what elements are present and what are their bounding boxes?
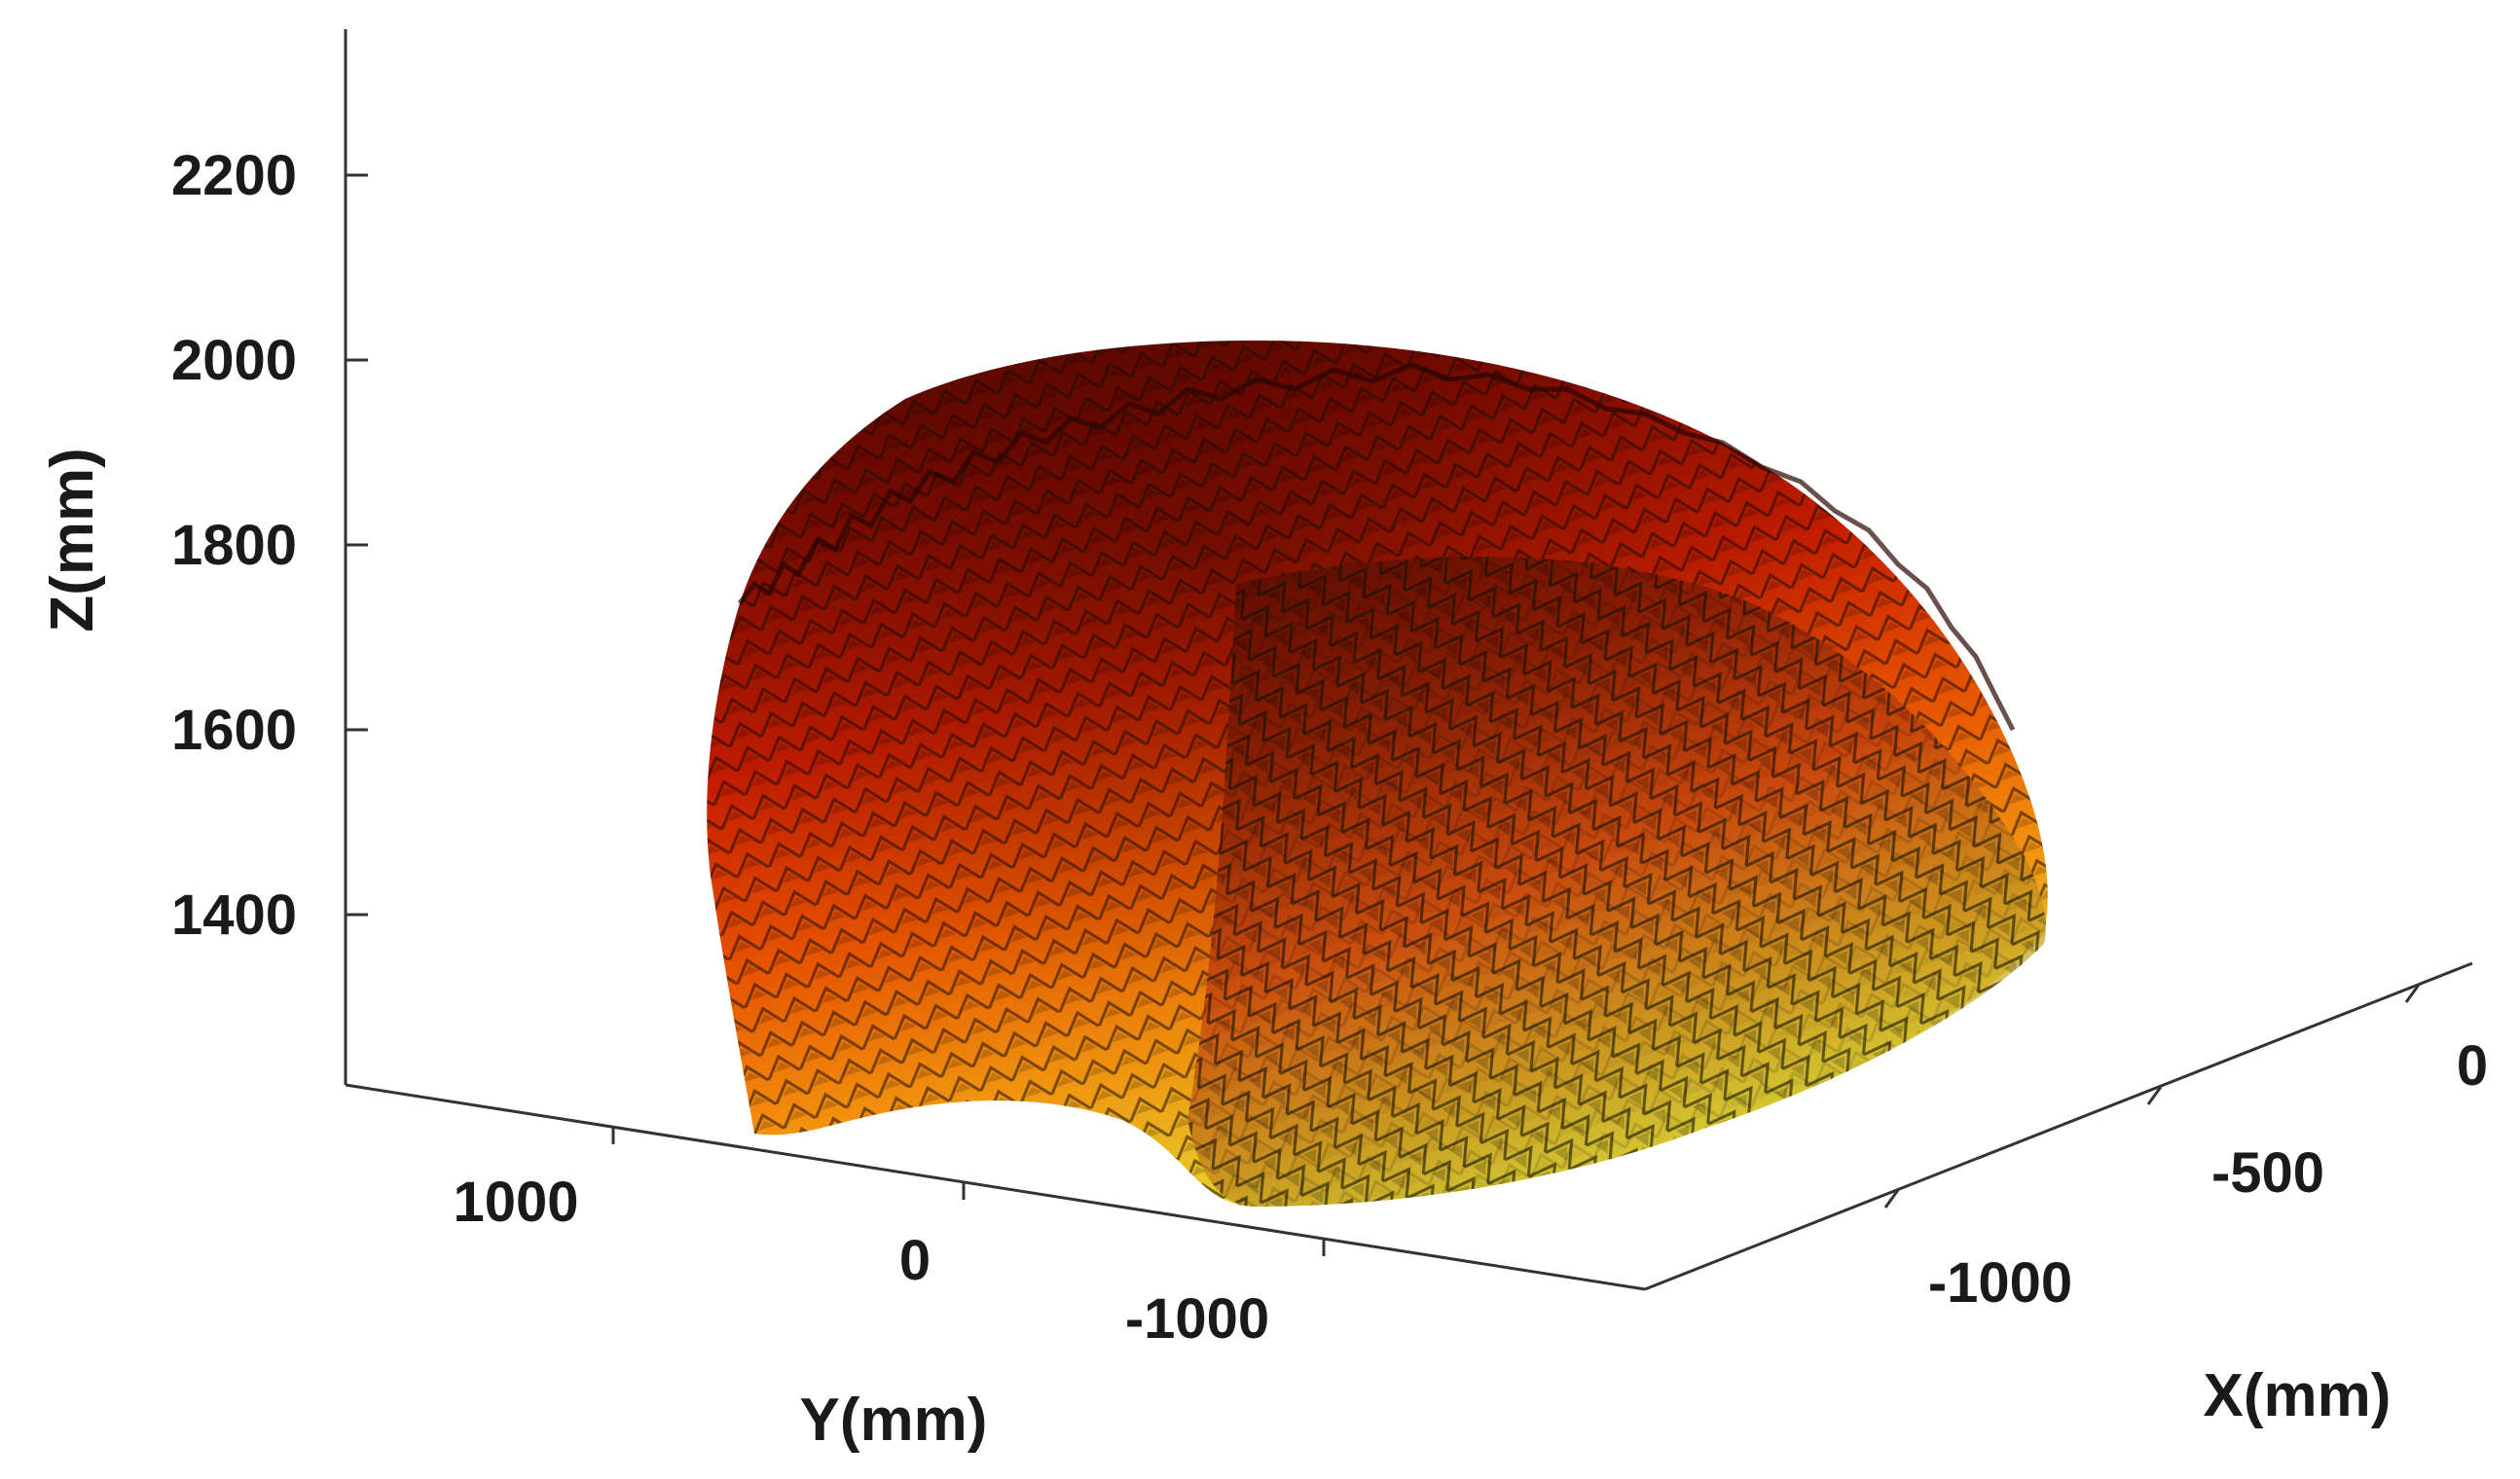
x-tick-label: 0: [2457, 1034, 2488, 1098]
y-tick-label: 0: [899, 1229, 931, 1292]
x-tick-mark: [1883, 1189, 1900, 1208]
x-tick-label: -1000: [1928, 1251, 2072, 1315]
x-ticks: 0 -500 -1000: [1883, 984, 2488, 1315]
y-ticks: 1000 0 -1000: [453, 1127, 1326, 1351]
z-ticks: 2200 2000 1800 1600 1400: [171, 144, 368, 947]
z-tick-label: 1800: [171, 514, 297, 577]
z-tick-label: 2000: [171, 329, 297, 392]
z-axis-label: Z(mm): [39, 448, 106, 631]
z-tick-label: 1400: [171, 884, 297, 947]
x-axis-line: [1644, 961, 2473, 1291]
y-axis-label: Y(mm): [800, 1387, 988, 1454]
surface-mesh: [707, 341, 2048, 1207]
y-tick-label: 1000: [453, 1171, 578, 1234]
x-tick-mark: [2404, 984, 2421, 1003]
x-tick-mark: [2146, 1086, 2163, 1105]
surface-rim: [738, 362, 2016, 732]
x-tick-label: -500: [2211, 1141, 2324, 1205]
y-tick-label: -1000: [1125, 1287, 1269, 1351]
y-axis-line: [345, 1083, 1646, 1291]
axes-frame: [344, 29, 2473, 1291]
z-tick-label: 2200: [171, 144, 297, 207]
x-axis-label: X(mm): [2204, 1362, 2392, 1429]
z-tick-label: 1600: [171, 699, 297, 762]
